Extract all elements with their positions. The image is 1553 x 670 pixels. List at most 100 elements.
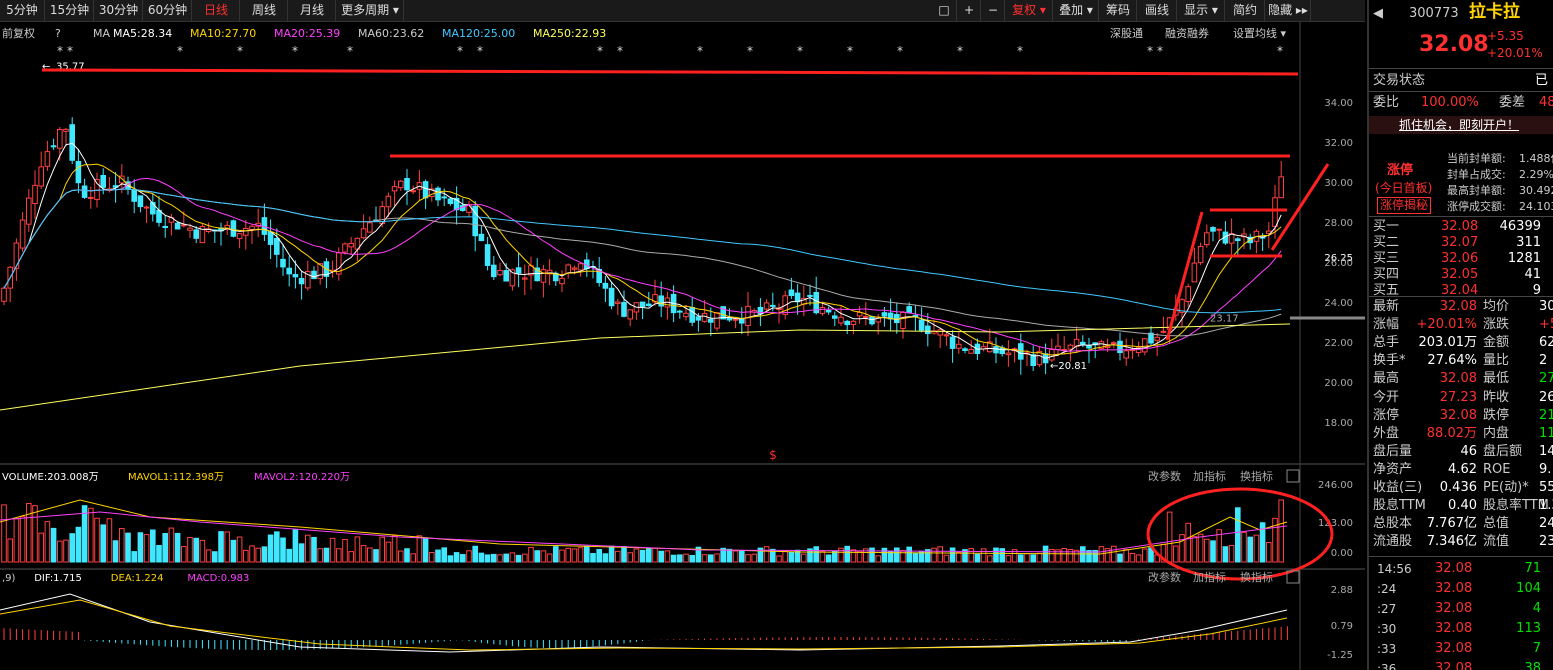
candle-body	[441, 196, 447, 199]
tick-price: 32.08	[1435, 581, 1473, 596]
tool-6[interactable]: 画线	[1138, 0, 1177, 21]
volume-bar	[832, 550, 838, 563]
volume-bar	[1049, 548, 1055, 563]
period-tab-6[interactable]: 月线	[289, 0, 336, 21]
volume-action-1[interactable]: 加指标	[1193, 469, 1226, 483]
macd-action-2[interactable]: 换指标	[1240, 570, 1273, 584]
candle-body	[119, 175, 125, 184]
banner-row[interactable]: 抓住机会，即刻开户！	[1369, 116, 1553, 134]
stat-row: 净资产 4.62 ROE 9.	[1369, 461, 1553, 479]
volume-bar	[1204, 538, 1210, 563]
candle-body	[565, 264, 572, 274]
period-tab-2[interactable]: 30分钟	[95, 0, 143, 21]
volume-bar	[323, 547, 330, 563]
stat-value: 27	[1539, 371, 1553, 387]
period-tab-4[interactable]: 日线	[193, 0, 240, 21]
status-label: 交易状态	[1373, 73, 1426, 88]
zt-row: 当前封单额: 1.488亿	[1369, 150, 1553, 168]
volume-bar	[274, 531, 280, 563]
zt-row: 涨停成交额: 24.103	[1369, 198, 1553, 216]
dea-line	[0, 599, 1288, 651]
tick-volume: 71	[1524, 561, 1541, 576]
zt-sub-row: (今日首板)	[1369, 179, 1553, 197]
candle-body	[788, 289, 795, 297]
candle-body	[937, 329, 944, 336]
candle-body	[602, 282, 609, 289]
volume-bar	[19, 516, 26, 563]
tick-row: :30 32.08 113	[1369, 620, 1553, 638]
ma-link-0[interactable]: 深股通	[1110, 27, 1143, 40]
tool-2[interactable]: −	[982, 0, 1005, 21]
volume-bar	[1197, 533, 1204, 563]
zt-label: 当前封单额:	[1447, 152, 1506, 165]
star-mark: *	[797, 44, 803, 58]
ma-link-2[interactable]: 设置均线 ▾	[1233, 26, 1286, 40]
macd-action-1[interactable]: 加指标	[1193, 570, 1226, 584]
volume-bar	[894, 547, 900, 563]
stat-label: 换手*	[1373, 353, 1406, 369]
tool-4[interactable]: 叠加 ▾	[1054, 0, 1099, 21]
candle-body	[63, 128, 69, 132]
volume-bar	[987, 555, 993, 563]
ma-link-1[interactable]: 融资融券	[1165, 26, 1209, 40]
tick-row: :27 32.08 4	[1369, 600, 1553, 618]
zt-value: 24.103	[1519, 200, 1553, 213]
macd-legend-item: DEA:1.224	[111, 573, 164, 584]
tool-9[interactable]: 隐藏 ▸▸	[1266, 0, 1311, 21]
ma-prefix: 前复权	[2, 26, 35, 40]
volume-bar	[267, 534, 274, 563]
tick-row: :33 32.08 7	[1369, 640, 1553, 658]
stat-label: 盘后额	[1483, 443, 1523, 459]
candle-body	[943, 334, 950, 337]
separator	[1369, 556, 1553, 557]
stat-value: 21	[1539, 407, 1553, 423]
volume-action-2[interactable]: 换指标	[1240, 469, 1273, 483]
volume-bar	[664, 550, 671, 563]
volume-bar	[342, 538, 348, 563]
volume-bar	[391, 535, 398, 563]
tool-7[interactable]: 显示 ▾	[1178, 0, 1225, 21]
open-account-banner: 抓住机会，即刻开户！	[1399, 118, 1520, 132]
star-mark: *	[292, 44, 298, 58]
candle-body	[608, 287, 615, 307]
macd-action-0[interactable]: 改参数	[1148, 570, 1181, 584]
tick-price: 32.08	[1435, 601, 1473, 616]
tool-8[interactable]: 简约	[1226, 0, 1265, 21]
volume-bar	[1185, 522, 1192, 563]
tool-5[interactable]: 筹码	[1100, 0, 1137, 21]
zt-row: 最高封单额: 30.492	[1369, 182, 1553, 200]
period-tab-1[interactable]: 15分钟	[46, 0, 94, 21]
tool-1[interactable]: +	[958, 0, 981, 21]
period-tab-3[interactable]: 60分钟	[144, 0, 192, 21]
candle-body	[726, 317, 733, 321]
macd-axis-label: -1.25	[1327, 650, 1353, 661]
candle-body	[81, 185, 88, 198]
volume-bar	[243, 549, 249, 563]
tool-3[interactable]: 复权 ▾	[1006, 0, 1053, 21]
star-mark: *	[1277, 44, 1283, 58]
zt-btn-row[interactable]: 涨停揭秘	[1369, 197, 1553, 215]
stat-label: 涨跌	[1483, 317, 1510, 333]
back-icon[interactable]: ◀	[1373, 6, 1383, 21]
candle-body	[484, 244, 491, 266]
volume-bar	[658, 550, 665, 563]
volume-bar	[540, 550, 547, 563]
volume-bar	[670, 554, 677, 563]
period-tab-5[interactable]: 周线	[241, 0, 288, 21]
candle-body	[162, 225, 168, 228]
volume-bar	[801, 553, 807, 563]
last-price: 32.08	[1419, 32, 1489, 57]
bid-label: 买三	[1373, 251, 1400, 266]
bid-label: 买四	[1373, 267, 1400, 282]
candle-body	[757, 306, 764, 315]
tool-0[interactable]: □	[932, 0, 957, 21]
candle-body	[199, 226, 206, 244]
volume-bar	[168, 527, 175, 563]
volume-bar	[739, 550, 745, 563]
period-tab-7[interactable]: 更多周期 ▾	[337, 0, 404, 21]
period-tab-0[interactable]: 5分钟	[0, 0, 45, 21]
volume-action-0[interactable]: 改参数	[1148, 469, 1181, 483]
volume-bar	[119, 528, 125, 563]
